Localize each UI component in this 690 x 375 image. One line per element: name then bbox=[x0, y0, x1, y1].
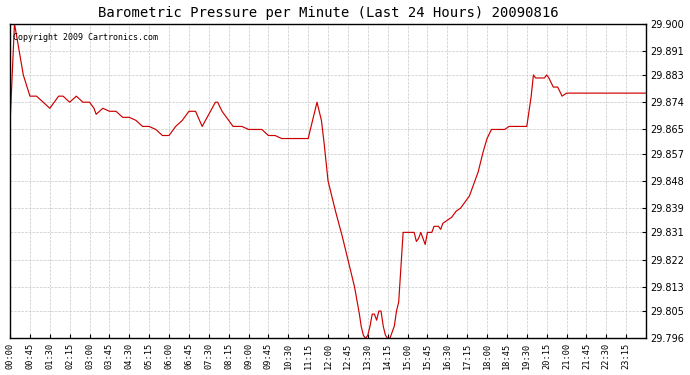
Text: Copyright 2009 Cartronics.com: Copyright 2009 Cartronics.com bbox=[13, 33, 158, 42]
Title: Barometric Pressure per Minute (Last 24 Hours) 20090816: Barometric Pressure per Minute (Last 24 … bbox=[97, 6, 558, 20]
